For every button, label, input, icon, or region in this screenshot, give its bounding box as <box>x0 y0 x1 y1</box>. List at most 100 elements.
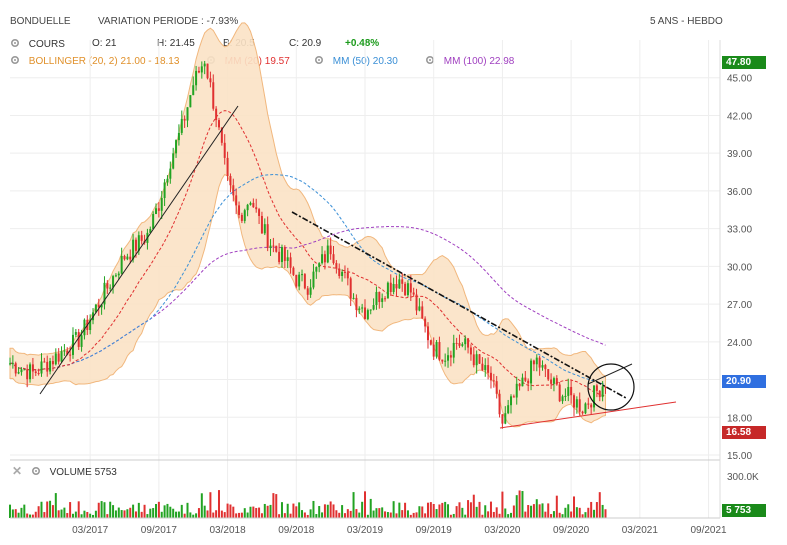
candle-body <box>226 157 229 177</box>
volume-bar <box>51 505 54 518</box>
candle-body <box>126 256 129 260</box>
candle-body <box>435 342 438 357</box>
cours-legend[interactable]: COURS <box>10 38 65 50</box>
volume-bar <box>66 513 69 518</box>
candle <box>521 373 524 387</box>
candle <box>180 110 183 136</box>
candle <box>223 134 226 165</box>
candle-body <box>97 304 100 308</box>
candle <box>106 280 109 294</box>
volume-bar <box>318 506 321 518</box>
volume-bar <box>306 514 309 518</box>
cross-line-1 <box>587 363 633 385</box>
candle-body <box>217 120 220 128</box>
candle-body <box>438 342 441 360</box>
gear-icon[interactable] <box>31 466 41 476</box>
volume-bar <box>26 513 29 518</box>
candle-body <box>555 378 558 385</box>
x-axis: 03/2017 09/2017 03/2018 09/2018 03/2019 09/20… <box>72 525 727 536</box>
volume-bar <box>395 513 398 518</box>
candle-body <box>366 310 369 320</box>
x-tick-label: 09/2020 <box>553 525 590 536</box>
volume-bar <box>604 509 607 518</box>
candle <box>381 293 384 308</box>
candle-body <box>60 351 63 362</box>
candle-body <box>458 343 461 346</box>
volume-bar <box>177 511 180 518</box>
volume-tick-label: 300.0K <box>727 472 759 483</box>
bollinger-legend[interactable]: BOLLINGER (20, 2) 21.00 - 18.13 <box>10 55 179 67</box>
volume-bars <box>9 490 607 518</box>
candle <box>89 314 92 335</box>
volume-bar <box>286 503 289 518</box>
candle <box>564 388 567 401</box>
volume-legend[interactable]: ✕ VOLUME 5753 <box>12 464 117 478</box>
candle <box>524 371 527 383</box>
volume-bar <box>372 510 375 518</box>
candle-body <box>552 378 555 384</box>
candle-body <box>372 305 375 310</box>
candle-body <box>384 298 387 300</box>
candle-body <box>20 369 23 373</box>
candle-body <box>9 363 11 365</box>
candle <box>346 267 349 286</box>
candle-body <box>200 66 203 73</box>
candle <box>114 273 117 278</box>
bollinger-band <box>9 22 606 428</box>
candle <box>378 291 381 309</box>
volume-bar <box>575 507 578 518</box>
candle <box>512 394 515 398</box>
candle <box>60 346 63 363</box>
candle <box>558 381 561 403</box>
candle <box>593 385 596 412</box>
volume-bar <box>432 503 435 518</box>
volume-bar <box>469 502 472 518</box>
candle-body <box>117 273 120 276</box>
close-icon[interactable]: ✕ <box>12 464 23 478</box>
candle <box>495 376 498 399</box>
candle <box>406 280 409 297</box>
period-selector[interactable]: 5 ANS - HEBDO <box>650 16 723 27</box>
candle-body <box>464 338 467 345</box>
mm100-legend[interactable]: MM (100) 22.98 <box>425 55 514 67</box>
volume-bar <box>409 514 412 518</box>
mm100-label: MM (100) 22.98 <box>443 56 515 67</box>
period-variation: VARIATION PERIODE : -7.93% <box>98 16 239 27</box>
candle <box>126 253 129 261</box>
volume-bar <box>570 511 573 518</box>
candle-body <box>260 216 263 234</box>
gear-icon[interactable] <box>10 38 20 48</box>
candle-body <box>418 306 421 311</box>
candle <box>29 362 32 383</box>
gear-icon[interactable] <box>314 55 324 65</box>
candle-body <box>134 239 137 251</box>
candle <box>392 277 395 295</box>
candle <box>552 376 555 392</box>
candle-body <box>343 271 346 273</box>
candle-body <box>461 344 464 346</box>
candle <box>309 279 312 298</box>
gear-icon[interactable] <box>10 55 20 65</box>
candle-body <box>11 363 14 365</box>
volume-bar <box>283 513 286 518</box>
candle-body <box>478 354 481 364</box>
candle <box>212 74 215 111</box>
volume-bar <box>137 502 140 518</box>
candle-body <box>238 205 241 215</box>
y-tick-label: 42.00 <box>727 111 752 122</box>
volume-bar <box>9 504 11 518</box>
volume-bar <box>166 503 169 518</box>
gear-icon[interactable] <box>425 55 435 65</box>
candle-body <box>578 399 581 412</box>
candle <box>152 211 155 230</box>
volume-bar <box>544 511 547 518</box>
volume-bar <box>386 512 389 518</box>
x-tick-label: 09/2017 <box>141 525 178 536</box>
volume-bar <box>421 506 424 518</box>
candle <box>197 66 200 74</box>
volume-bar <box>206 510 209 518</box>
volume-bar <box>552 511 555 518</box>
candle-body <box>355 297 358 310</box>
candle-body <box>269 245 272 248</box>
